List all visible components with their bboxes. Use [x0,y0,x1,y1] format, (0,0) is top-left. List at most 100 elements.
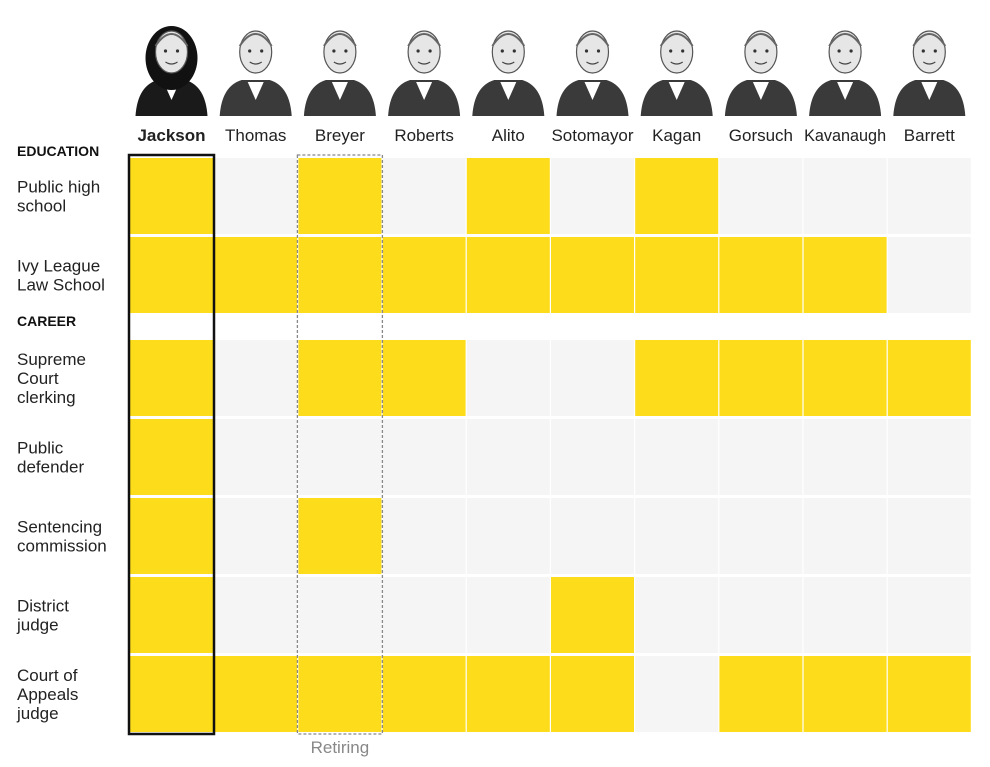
cell-roberts-no [382,158,466,234]
cell-breyer-yes [298,158,382,234]
cell-jackson-yes [130,340,213,416]
cell-barrett-yes [887,656,971,732]
row-label: Public [17,439,64,458]
portrait-barrett [893,30,966,116]
cell-gorsuch-no [719,158,803,234]
cell-breyer-no [298,577,382,653]
row-label: defender [17,458,84,477]
column-label-roberts: Roberts [394,126,454,145]
cell-kagan-yes [635,158,719,234]
portrait-thomas [219,30,292,116]
cell-alito-no [466,419,550,495]
cell-sotomayor-yes [551,656,634,732]
cell-alito-yes [466,237,550,313]
cell-gorsuch-yes [719,656,803,732]
portrait-breyer [303,30,376,116]
cell-alito-yes [466,656,550,732]
row-label: Court of [17,666,78,685]
portrait-alito [472,30,545,116]
cell-breyer-yes [298,340,382,416]
cell-kavanaugh-yes [803,656,887,732]
cell-breyer-yes [298,498,382,574]
highlight-column-outline [127,153,216,736]
cell-kavanaugh-yes [803,237,887,313]
row-label: commission [17,537,107,556]
cell-jackson-yes [130,498,213,574]
cell-roberts-no [382,419,466,495]
cell-sotomayor-yes [551,237,634,313]
section-title-career: CAREER [17,313,76,329]
column-label-gorsuch: Gorsuch [729,126,793,145]
cell-roberts-yes [382,656,466,732]
retiring-label: Retiring [311,738,370,757]
cell-kavanaugh-no [803,577,887,653]
cell-thomas-no [214,498,298,574]
cell-kagan-no [635,498,719,574]
cell-jackson-yes [130,158,213,234]
cell-breyer-yes [298,237,382,313]
cell-jackson-yes [130,656,213,732]
cell-kagan-yes [635,340,719,416]
cell-jackson-yes [130,419,213,495]
column-label-sotomayor: Sotomayor [552,126,634,145]
column-label-breyer: Breyer [315,126,365,145]
cell-jackson-yes [130,577,213,653]
cell-barrett-no [887,577,971,653]
cell-breyer-yes [298,656,382,732]
column-label-kagan: Kagan [652,126,701,145]
portrait-kavanaugh [809,30,882,116]
column-label-alito: Alito [492,126,525,145]
cell-thomas-yes [214,656,298,732]
portrait-sotomayor [556,30,629,116]
cell-alito-no [466,577,550,653]
cell-sotomayor-no [551,158,634,234]
row-label: Supreme [17,350,86,369]
cell-sotomayor-no [551,340,634,416]
column-label-thomas: Thomas [225,126,286,145]
portrait-gorsuch [724,30,797,116]
column-label-kavanaugh: Kavanaugh [804,126,886,145]
cell-kagan-no [635,577,719,653]
cell-barrett-no [887,237,971,313]
row-label: Ivy League [17,257,100,276]
row-label: Sentencing [17,518,102,537]
cell-thomas-no [214,419,298,495]
cell-roberts-no [382,498,466,574]
cell-gorsuch-no [719,577,803,653]
cell-sotomayor-no [551,419,634,495]
cell-kavanaugh-no [803,419,887,495]
cell-barrett-yes [887,340,971,416]
cell-sotomayor-no [551,498,634,574]
cell-barrett-no [887,419,971,495]
row-label: District [17,597,69,616]
cell-kavanaugh-yes [803,340,887,416]
cell-alito-no [466,340,550,416]
cell-gorsuch-yes [719,237,803,313]
portrait-roberts [388,30,461,116]
section-title-education: EDUCATION [17,143,99,159]
portrait-kagan [640,30,713,116]
row-label: Court [17,369,59,388]
cell-barrett-no [887,498,971,574]
row-label: school [17,197,66,216]
cell-alito-no [466,498,550,574]
cell-thomas-no [214,158,298,234]
row-label: judge [16,616,59,635]
cell-gorsuch-no [719,498,803,574]
cell-kavanaugh-no [803,498,887,574]
cell-gorsuch-no [719,419,803,495]
cell-gorsuch-yes [719,340,803,416]
cell-kagan-yes [635,237,719,313]
column-label-barrett: Barrett [904,126,955,145]
cell-jackson-yes [130,237,213,313]
cell-thomas-yes [214,237,298,313]
cell-thomas-no [214,340,298,416]
cell-roberts-yes [382,340,466,416]
